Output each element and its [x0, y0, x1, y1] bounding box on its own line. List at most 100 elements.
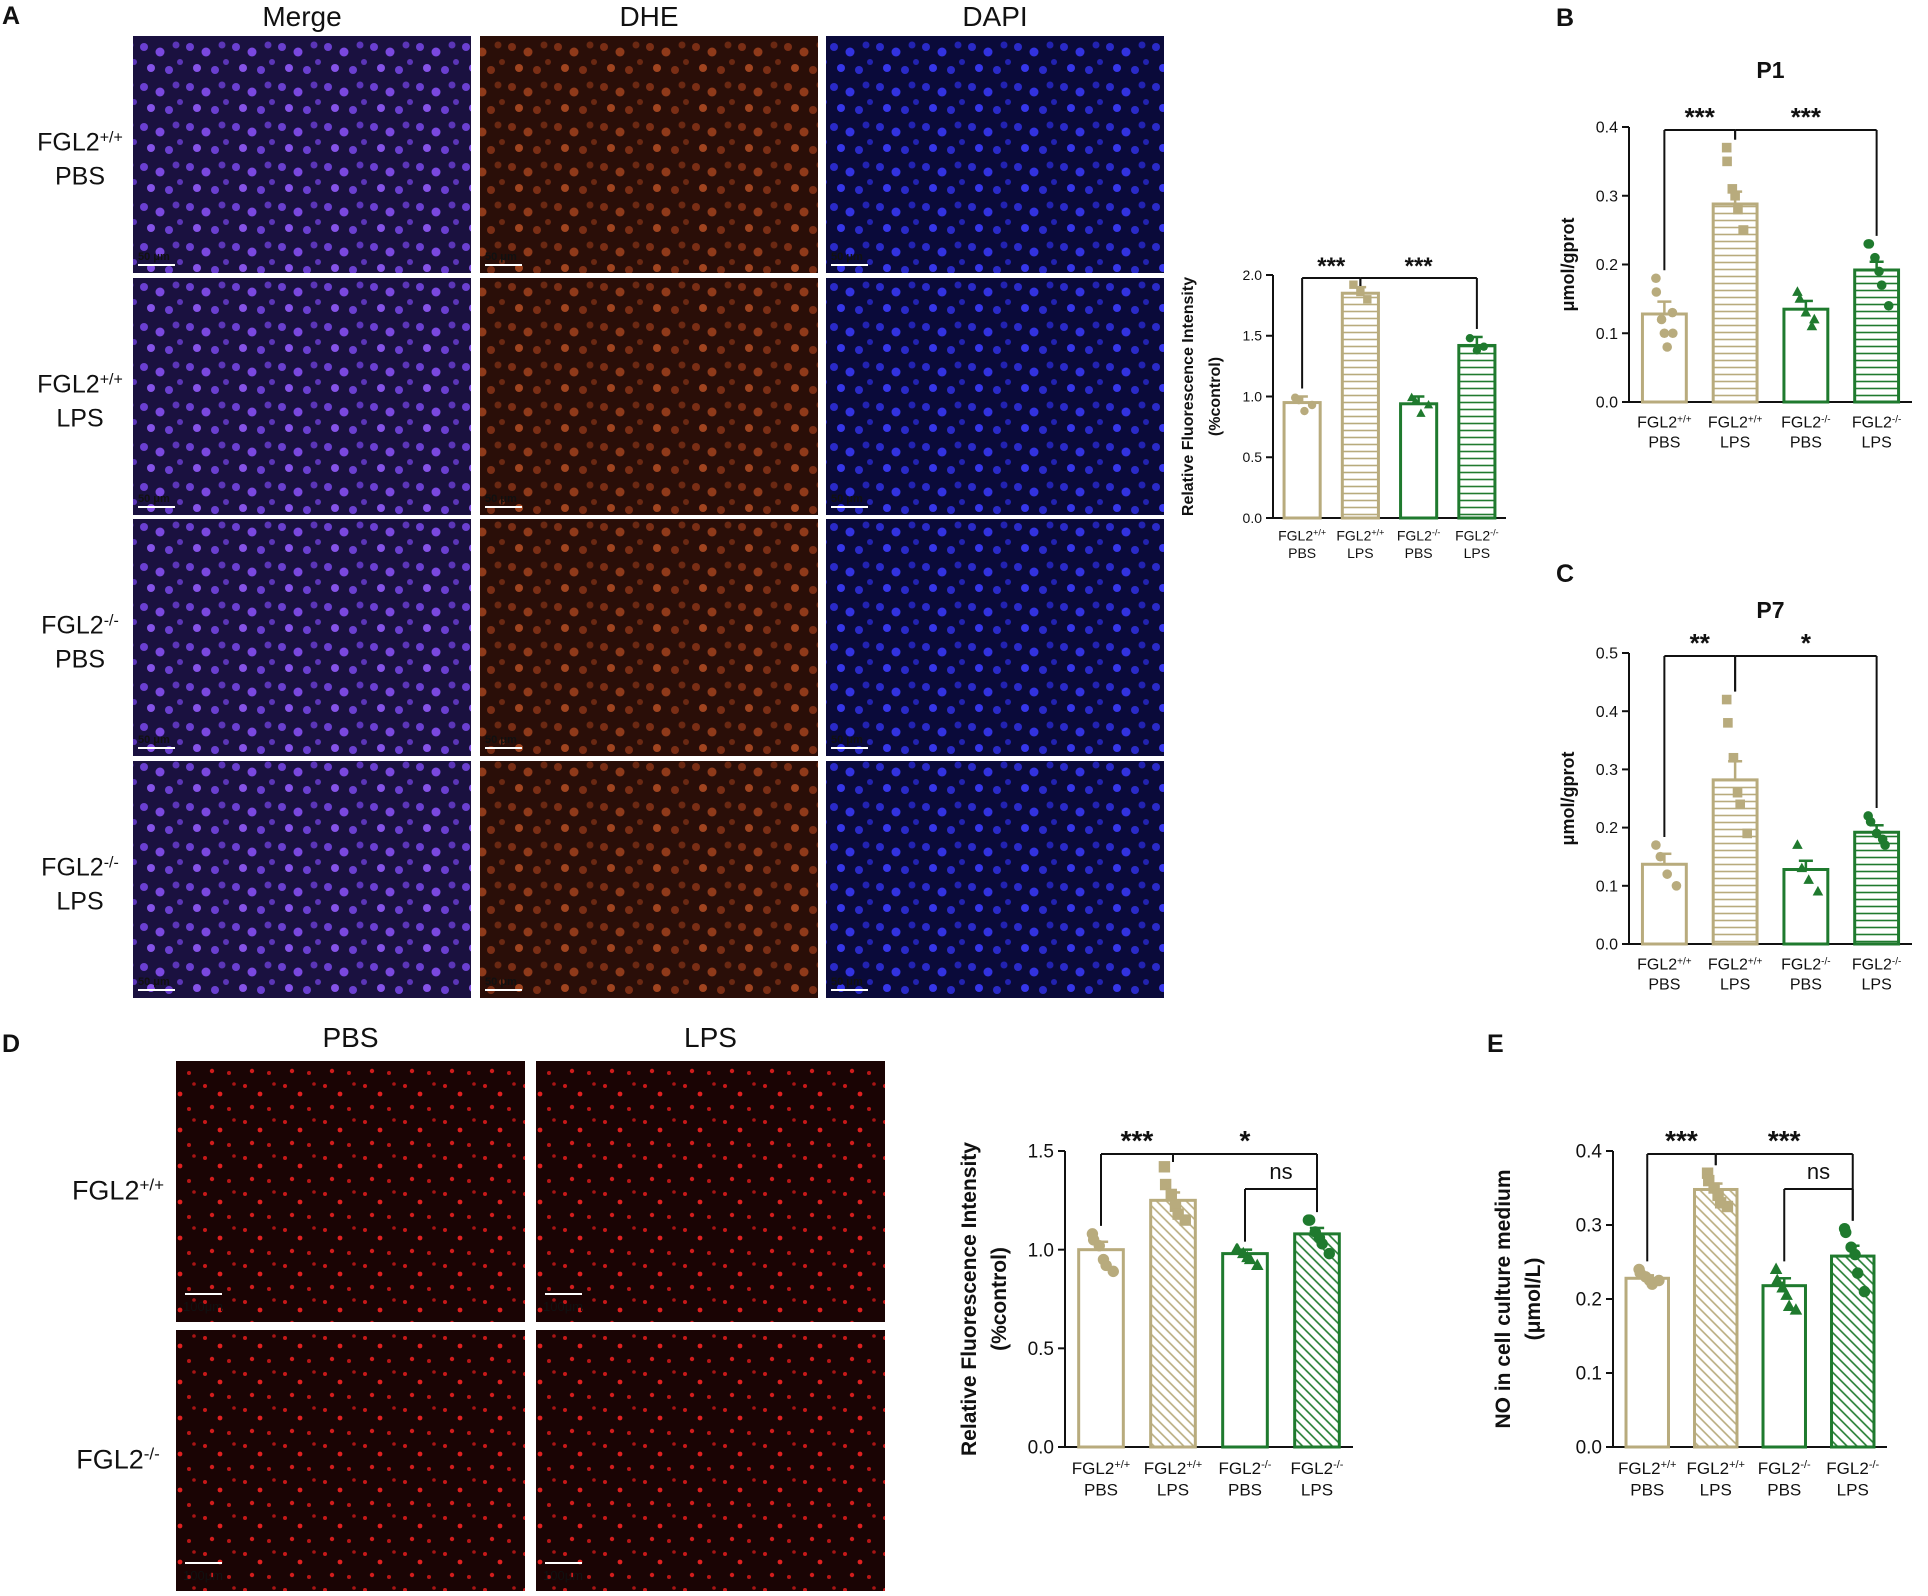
data-point — [1733, 204, 1743, 215]
data-point — [1871, 828, 1882, 839]
bar — [1293, 1232, 1341, 1449]
panel-label: A — [2, 2, 20, 30]
x-tick-label-group: PBS — [1228, 1480, 1262, 1499]
data-point — [1865, 816, 1876, 827]
x-tick-label: FGL2-/- — [1397, 527, 1441, 543]
scale-bar-label: 50 μm — [485, 734, 517, 746]
data-point — [1172, 1208, 1184, 1220]
data-point — [1653, 1274, 1665, 1287]
data-point — [1307, 400, 1317, 410]
bar — [1853, 830, 1901, 946]
x-tick-label-group: LPS — [1157, 1480, 1189, 1499]
x-tick-label-sup: -/- — [1490, 527, 1499, 537]
micrograph — [133, 278, 471, 515]
x-tick-label-sup: +/+ — [1114, 1459, 1130, 1471]
x-tick-label-sup: -/- — [1821, 956, 1830, 967]
y-axis-label: (%control) — [1207, 357, 1224, 436]
y-tick-label: 0.2 — [1596, 820, 1618, 837]
data-point — [1806, 320, 1818, 331]
row-label-group: PBS — [55, 646, 105, 674]
x-tick-label: FGL2-/- — [1852, 414, 1901, 432]
row-label-main: FGL2 — [72, 1176, 140, 1206]
x-tick-label-main: FGL2 — [1618, 1459, 1661, 1478]
x-tick-label: FGL2-/- — [1826, 1459, 1879, 1478]
bar — [1149, 1198, 1197, 1449]
x-tick-label: FGL2-/- — [1758, 1459, 1811, 1478]
row-label: FGL2+/+ — [72, 1175, 164, 1206]
data-point — [1659, 328, 1670, 339]
data-point — [1662, 869, 1672, 879]
column-header: LPS — [684, 1022, 737, 1053]
x-tick-label: FGL2+/+ — [1708, 414, 1763, 432]
bar — [1624, 1276, 1670, 1449]
x-tick-label-main: FGL2 — [1219, 1459, 1262, 1478]
x-tick-label: FGL2-/- — [1291, 1459, 1344, 1478]
bar — [1782, 307, 1830, 404]
x-tick-label-group: PBS — [1648, 977, 1680, 994]
data-point — [1294, 395, 1304, 405]
y-tick-label: 0.0 — [1243, 510, 1263, 526]
x-tick-label-main: FGL2 — [1687, 1459, 1730, 1478]
x-tick-label-group: LPS — [1700, 1480, 1732, 1499]
x-tick-label: FGL2+/+ — [1336, 527, 1384, 543]
x-tick-label: FGL2-/- — [1781, 956, 1830, 974]
significance-label: *** — [1121, 1125, 1154, 1156]
row-label-group: LPS — [56, 888, 103, 916]
column-header: Merge — [262, 1, 341, 32]
data-point — [1738, 225, 1749, 235]
data-point — [1792, 839, 1803, 849]
scale-bar-label: 50 μm — [138, 493, 170, 505]
x-tick-label-group: LPS — [1862, 435, 1892, 452]
bar — [1399, 402, 1439, 520]
data-point — [1780, 1288, 1793, 1300]
y-tick-label: 0.3 — [1576, 1216, 1602, 1237]
significance-label: *** — [1685, 102, 1716, 132]
column-header: DHE — [619, 1, 678, 32]
row-label: FGL2-/- — [41, 854, 119, 882]
x-tick-label-group: LPS — [1464, 545, 1490, 561]
data-point — [1169, 1200, 1182, 1212]
x-tick-label-main: FGL2 — [1852, 415, 1892, 432]
x-tick-label-group: LPS — [1720, 435, 1750, 452]
data-point — [1714, 1197, 1727, 1209]
x-tick-label: FGL2-/- — [1219, 1459, 1272, 1478]
row-label: FGL2+/+ — [37, 371, 123, 399]
data-point — [1423, 399, 1434, 409]
data-point — [1794, 293, 1806, 303]
x-tick-label-group: PBS — [1084, 1480, 1118, 1499]
x-tick-label-sup: -/- — [1333, 1459, 1344, 1471]
x-tick-label-main: FGL2 — [1455, 527, 1490, 543]
micrograph — [536, 1061, 885, 1322]
x-tick-label-main: FGL2 — [1637, 415, 1677, 432]
data-point — [1782, 1299, 1796, 1311]
scale-bar-label: 50 μm — [138, 976, 170, 988]
x-tick-label-group: LPS — [1347, 545, 1373, 561]
data-point — [1093, 1240, 1105, 1252]
y-tick-label: 0.5 — [1028, 1339, 1054, 1360]
x-tick-label-sup: +/+ — [1186, 1459, 1202, 1471]
x-tick-label-group: LPS — [1837, 1480, 1869, 1499]
row-label-main: FGL2 — [41, 854, 104, 882]
data-point — [1667, 307, 1678, 318]
row-label-main: FGL2 — [37, 371, 100, 399]
bar — [1282, 401, 1322, 520]
y-axis-label: Relative Fluorescence Intensity — [1180, 277, 1197, 516]
micrograph — [133, 519, 471, 756]
micrograph — [480, 278, 818, 515]
scale-bar-label: 100μm — [543, 1568, 583, 1583]
x-tick-label-sup: +/+ — [1371, 527, 1384, 537]
x-tick-label: FGL2+/+ — [1637, 956, 1692, 974]
data-point — [1880, 840, 1890, 850]
y-tick-label: 1.5 — [1243, 328, 1263, 344]
y-tick-label: 1.0 — [1028, 1240, 1054, 1261]
data-point — [1722, 156, 1732, 167]
data-point — [1668, 328, 1678, 339]
x-tick-label: FGL2+/+ — [1637, 414, 1692, 432]
x-tick-label-group: PBS — [1790, 435, 1822, 452]
data-point — [1316, 1238, 1328, 1250]
data-point — [1656, 314, 1667, 325]
data-point — [1107, 1265, 1119, 1278]
panel-label: D — [2, 1030, 20, 1058]
bar — [1830, 1254, 1876, 1449]
micrograph — [826, 761, 1164, 998]
